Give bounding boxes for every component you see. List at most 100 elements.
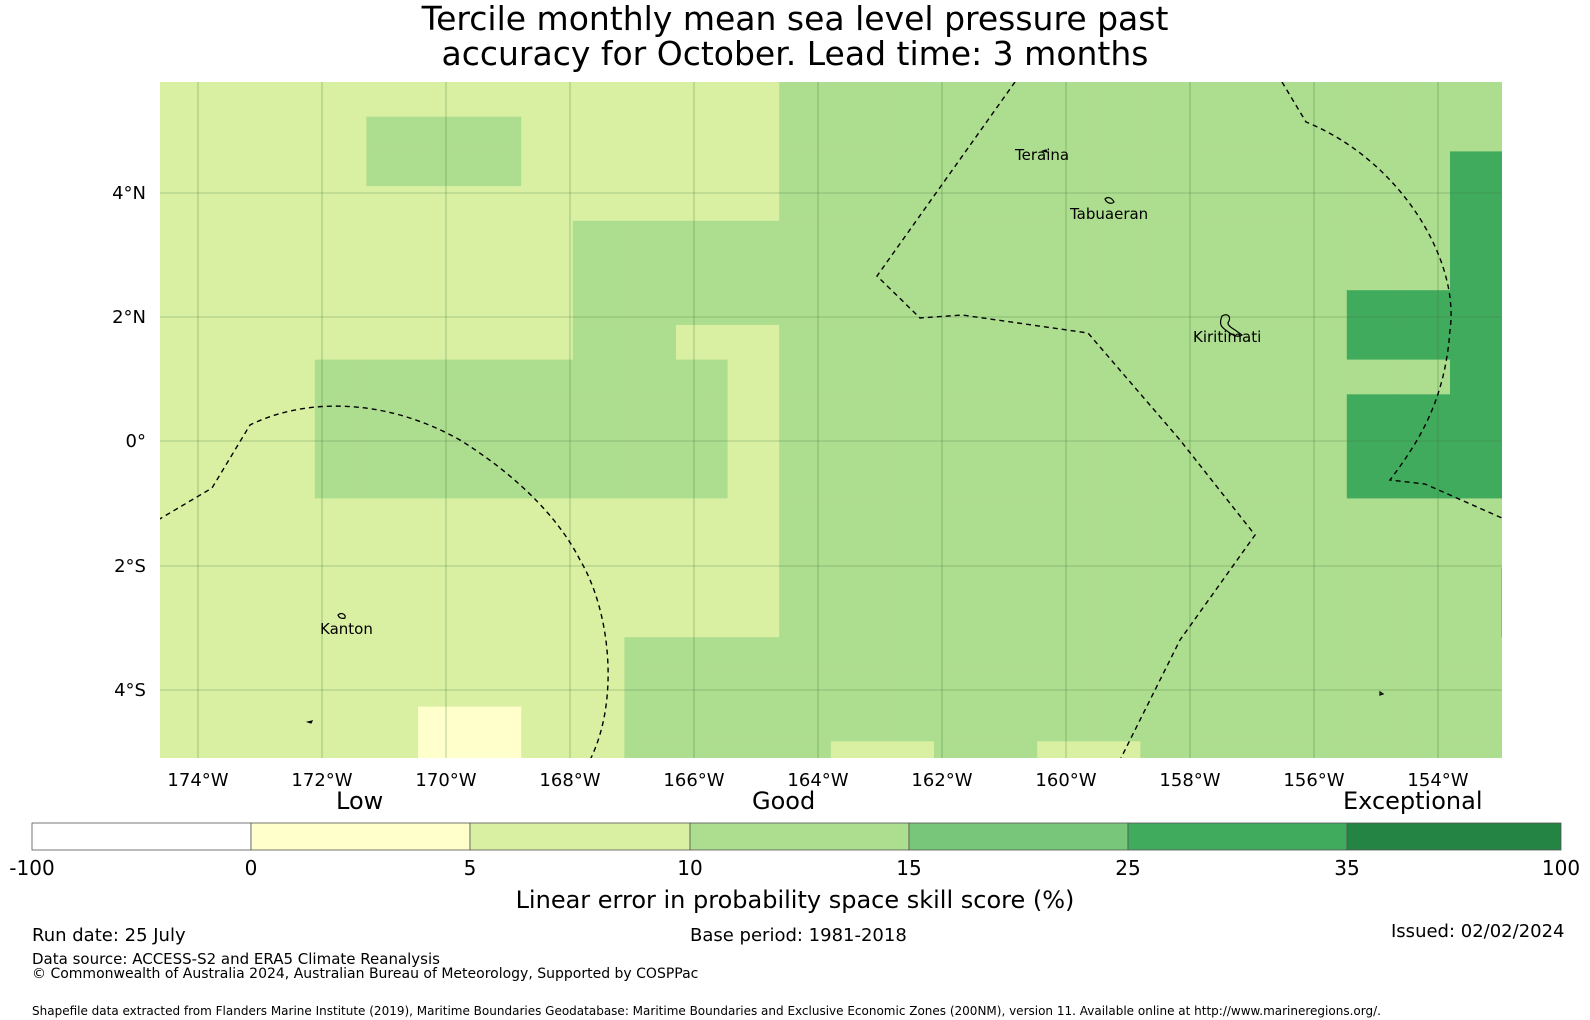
skill-cell: [727, 116, 780, 152]
skill-cell: [1140, 671, 1193, 708]
skill-cell: [263, 671, 316, 708]
colorbar-segment: [1346, 822, 1562, 851]
skill-cell: [882, 324, 935, 361]
skill-cell: [1501, 255, 1502, 291]
skill-cell: [366, 498, 419, 534]
skill-cell: [521, 429, 574, 465]
skill-cell: [1088, 741, 1141, 758]
skill-cell: [469, 220, 522, 257]
lon-tick-label: 170°W: [415, 770, 476, 790]
skill-cell: [1398, 255, 1451, 291]
skill-cell: [985, 602, 1038, 638]
category-label-low: Low: [336, 787, 384, 815]
skill-cell: [1398, 82, 1451, 118]
skill-cell: [572, 359, 625, 395]
skill-cell: [676, 186, 729, 222]
skill-cell: [934, 741, 987, 758]
skill-cell: [211, 290, 264, 326]
skill-cell: [727, 463, 780, 499]
shapefile-credit: Shapefile data extracted from Flanders M…: [32, 1004, 1381, 1018]
skill-cell: [1140, 116, 1193, 152]
skill-cell: [263, 151, 316, 187]
skill-cell: [727, 290, 780, 326]
skill-cell: [882, 82, 935, 118]
skill-cell: [263, 498, 316, 534]
skill-cell: [1088, 394, 1141, 430]
skill-cell: [1346, 429, 1399, 465]
skill-cell: [469, 151, 522, 187]
colorbar-segment: [1127, 822, 1348, 851]
skill-cell: [211, 602, 264, 638]
skill-cell: [1295, 186, 1348, 222]
skill-cell: [1088, 533, 1141, 569]
skill-cell: [1088, 671, 1141, 708]
skill-cell: [882, 637, 935, 673]
skill-cell: [366, 637, 419, 673]
skill-cell: [1192, 671, 1245, 708]
skill-cell: [830, 741, 883, 758]
skill-cell: [469, 498, 522, 534]
skill-cell: [985, 290, 1038, 326]
skill-cell: [934, 255, 987, 291]
skill-cell: [882, 394, 935, 430]
colorbar-segment: [469, 822, 691, 851]
skill-cell: [1140, 463, 1193, 499]
skill-cell: [521, 706, 574, 742]
place-label-tabuaeran: Tabuaeran: [1069, 205, 1148, 223]
skill-cell: [1243, 290, 1296, 326]
skill-cell: [1088, 324, 1141, 361]
skill-cell: [1192, 429, 1245, 465]
skill-cell: [624, 463, 677, 499]
map-title-line-2: accuracy for October. Lead time: 3 month…: [441, 34, 1149, 73]
skill-cell: [934, 498, 987, 534]
skill-cell: [469, 602, 522, 638]
skill-cell: [1346, 151, 1399, 187]
lon-tick-label: 154°W: [1407, 770, 1468, 790]
skill-cell: [572, 255, 625, 291]
skill-cell: [1088, 359, 1141, 395]
skill-cell: [1346, 706, 1399, 742]
skill-cell: [1398, 186, 1451, 222]
skill-cell: [366, 741, 419, 758]
skill-cell: [1295, 533, 1348, 569]
skill-cell: [1088, 290, 1141, 326]
skill-cell: [1501, 359, 1502, 395]
skill-cell: [1037, 602, 1090, 638]
skill-cell: [1140, 706, 1193, 742]
skill-cell: [1243, 429, 1296, 465]
skill-cell: [1501, 151, 1502, 187]
skill-cell: [263, 82, 316, 118]
skill-cell: [469, 324, 522, 361]
skill-cell: [469, 567, 522, 604]
skill-cell: [934, 637, 987, 673]
skill-cell: [1037, 82, 1090, 118]
skill-cell: [366, 255, 419, 291]
place-label-kiritimati: Kiritimati: [1193, 328, 1261, 346]
skill-cell: [934, 186, 987, 222]
skill-cell: [263, 602, 316, 638]
skill-cell: [1295, 567, 1348, 604]
run-date: Run date: 25 July: [32, 925, 186, 946]
skill-cell: [366, 186, 419, 222]
skill-cell: [572, 671, 625, 708]
skill-cell: [418, 602, 471, 638]
skill-cell: [211, 463, 264, 499]
skill-cell: [1450, 533, 1502, 569]
skill-cell: [1450, 498, 1502, 534]
skill-cell: [366, 359, 419, 395]
skill-cell: [882, 116, 935, 152]
skill-cell: [624, 220, 677, 257]
skill-cell: [1501, 637, 1502, 673]
skill-cell: [985, 116, 1038, 152]
skill-cell: [521, 220, 574, 257]
skill-cell: [1295, 290, 1348, 326]
skill-cell: [1398, 637, 1451, 673]
skill-cell: [624, 394, 677, 430]
skill-cell: [830, 324, 883, 361]
skill-cell: [572, 741, 625, 758]
skill-cell: [1501, 324, 1502, 361]
colorbar-tick-label: 15: [896, 856, 922, 880]
place-labels: Teraina Tabuaeran Kiritimati Kanton: [320, 146, 1261, 638]
skill-cell: [1140, 186, 1193, 222]
skill-cell: [830, 498, 883, 534]
